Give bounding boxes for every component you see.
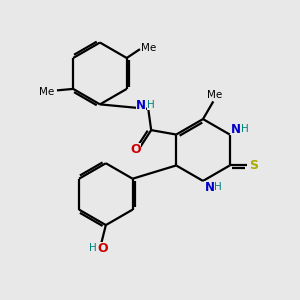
Text: Me: Me: [39, 87, 54, 97]
Text: O: O: [130, 143, 141, 156]
Text: S: S: [249, 159, 258, 172]
Text: N: N: [205, 181, 214, 194]
Text: N: N: [231, 123, 241, 136]
Text: Me: Me: [141, 43, 156, 53]
Text: H: H: [89, 243, 97, 253]
Text: H: H: [214, 182, 222, 192]
Text: N: N: [136, 99, 146, 112]
Text: O: O: [98, 242, 108, 254]
Text: H: H: [147, 100, 154, 110]
Text: H: H: [241, 124, 249, 134]
Text: Me: Me: [207, 90, 222, 100]
